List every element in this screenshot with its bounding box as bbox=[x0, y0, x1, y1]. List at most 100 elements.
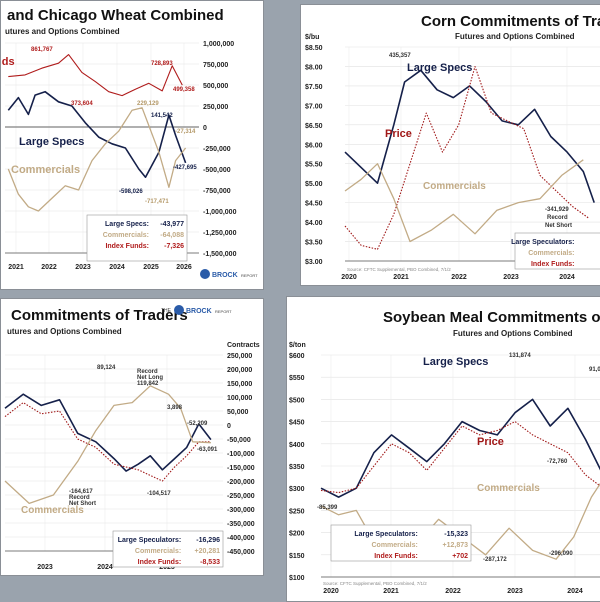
legend-value: +12,873 bbox=[443, 542, 469, 549]
legend-value: -43,977 bbox=[160, 221, 184, 228]
y-tick-label: $500 bbox=[289, 397, 305, 404]
series-line-commercials bbox=[4, 385, 211, 505]
y-tick-label: 200,000 bbox=[227, 367, 252, 374]
data-annotation: 141,542 bbox=[151, 113, 173, 119]
y-tick-label: 250,000 bbox=[227, 353, 252, 360]
x-tick-label: 2024 bbox=[559, 274, 575, 281]
data-annotation: -717,471 bbox=[145, 199, 169, 205]
legend-label: Commercials: bbox=[528, 250, 574, 257]
y-tick-label: $450 bbox=[289, 420, 305, 427]
y-tick-label: 1,000,000 bbox=[203, 41, 234, 48]
y-tick-label: -100,000 bbox=[227, 451, 255, 458]
y-tick-label: $5.50 bbox=[305, 162, 323, 169]
y-tick-label: $7.50 bbox=[305, 84, 323, 91]
y-tick-label: 50,000 bbox=[227, 409, 249, 416]
data-annotation: 728,893 bbox=[151, 61, 173, 67]
data-annotation: 91,082 bbox=[589, 367, 600, 373]
series-line-large-specs bbox=[320, 398, 600, 498]
y-tick-label: 150,000 bbox=[227, 381, 252, 388]
wheat-chart-subtitle: utures and Options Combined bbox=[5, 27, 120, 36]
data-annotation: -164,617 bbox=[69, 489, 93, 495]
legend-box bbox=[330, 524, 472, 562]
y-axis-unit: $/bu bbox=[305, 34, 319, 41]
data-annotation: Net Long bbox=[137, 375, 163, 381]
y-tick-label: $8.50 bbox=[305, 45, 323, 52]
y-tick-label: -200,000 bbox=[227, 479, 255, 486]
legend-label: Commercials: bbox=[135, 548, 181, 555]
data-annotation: 861,767 bbox=[31, 47, 53, 53]
y-tick-label: $6.00 bbox=[305, 142, 323, 149]
y-tick-label: -50,000 bbox=[227, 437, 251, 444]
y-tick-label: -450,000 bbox=[227, 549, 255, 556]
y-tick-label: -250,000 bbox=[227, 493, 255, 500]
series-line-price bbox=[344, 65, 590, 250]
x-tick-label: 2021 bbox=[393, 274, 409, 281]
y-tick-label: -150,000 bbox=[227, 465, 255, 472]
data-annotation: -27,314 bbox=[175, 129, 196, 135]
series-line-index-funds bbox=[4, 402, 211, 482]
legend-label: Large Specs: bbox=[105, 221, 149, 228]
legend-value: -7,326 bbox=[164, 243, 184, 250]
data-annotation: 499,358 bbox=[173, 87, 195, 93]
y-tick-label: $300 bbox=[289, 486, 305, 493]
x-tick-label: 2020 bbox=[323, 588, 339, 595]
series-label: Large Specs bbox=[423, 356, 488, 368]
series-label: Commercials bbox=[11, 164, 80, 176]
legend-value: +20,281 bbox=[195, 548, 221, 555]
source-note: Source: CFTC Supplemental, PBO Combined,… bbox=[347, 267, 451, 272]
brand-logo-icon bbox=[174, 305, 184, 315]
x-tick-label: 2024 bbox=[567, 588, 583, 595]
corn-chart-subtitle: Futures and Options Combined bbox=[455, 32, 575, 41]
brand-suffix: REPORT bbox=[241, 273, 258, 278]
source-note: Source: CFTC Supplemental, PBO Combined,… bbox=[323, 581, 427, 586]
brand-logo-icon bbox=[200, 269, 210, 279]
data-annotation: 119,842 bbox=[137, 381, 159, 387]
y-tick-label: $550 bbox=[289, 375, 305, 382]
data-annotation: Record bbox=[69, 495, 90, 501]
data-annotation: Net Short bbox=[69, 501, 96, 507]
data-annotation: -296,090 bbox=[549, 551, 573, 557]
data-annotation: -287,172 bbox=[483, 557, 507, 563]
data-annotation: -427,695 bbox=[173, 165, 197, 171]
y-tick-label: $100 bbox=[289, 575, 305, 582]
x-tick-label: 2026 bbox=[176, 264, 192, 271]
y-tick-label: $3.50 bbox=[305, 240, 323, 247]
legend-label: Index Funds: bbox=[374, 553, 418, 560]
legend-label: Index Funds: bbox=[105, 243, 149, 250]
data-annotation: -598,026 bbox=[119, 189, 143, 195]
x-tick-label: 2023 bbox=[507, 588, 523, 595]
y-tick-label: 0 bbox=[203, 125, 207, 132]
brand-name: BROCK bbox=[186, 308, 212, 315]
y-tick-label: 500,000 bbox=[203, 83, 228, 90]
y-tick-label: $350 bbox=[289, 464, 305, 471]
legend-box bbox=[112, 530, 224, 568]
corn-chart-panel: Corn Commitments of Tra Futures and Opti… bbox=[300, 4, 600, 286]
y-tick-label: -1,500,000 bbox=[203, 251, 237, 258]
y-tick-label: -1,000,000 bbox=[203, 209, 237, 216]
cot-chart-svg: 250,000 200,000 150,000 100,000 50,000 0 -50,0… bbox=[4, 305, 260, 571]
y-tick-label: $150 bbox=[289, 553, 305, 560]
series-line-large-specs bbox=[4, 393, 212, 472]
brand-prefix: THE bbox=[161, 308, 172, 314]
corn-chart-title: Corn Commitments of Tra bbox=[421, 13, 600, 30]
legend-value: -64,088 bbox=[160, 232, 184, 239]
data-annotation: 373,604 bbox=[71, 101, 93, 107]
x-tick-label: 2023 bbox=[37, 564, 53, 571]
series-label: Large Specs bbox=[407, 62, 472, 74]
y-tick-label: -500,000 bbox=[203, 167, 231, 174]
y-tick-label: $400 bbox=[289, 442, 305, 449]
data-annotation: 89,124 bbox=[97, 365, 116, 371]
y-tick-label: $600 bbox=[289, 353, 305, 360]
series-label: Large Specs bbox=[19, 136, 84, 148]
y-tick-label: 250,000 bbox=[203, 104, 228, 111]
legend-label: Large Speculators: bbox=[118, 537, 181, 544]
wheat-chart-svg: 1,000,000 750,000 500,000 250,000 0 -250,000 -… bbox=[1, 41, 258, 279]
y-tick-label: $6.50 bbox=[305, 123, 323, 130]
data-annotation: -85,399 bbox=[317, 505, 338, 511]
cot-chart-title: Commitments of Traders bbox=[11, 307, 188, 324]
y-axis-unit: Contracts bbox=[227, 342, 260, 349]
legend-label: Commercials: bbox=[372, 542, 418, 549]
x-tick-label: 2022 bbox=[445, 588, 461, 595]
x-tick-label: 2021 bbox=[383, 588, 399, 595]
x-tick-label: 2025 bbox=[159, 564, 175, 571]
